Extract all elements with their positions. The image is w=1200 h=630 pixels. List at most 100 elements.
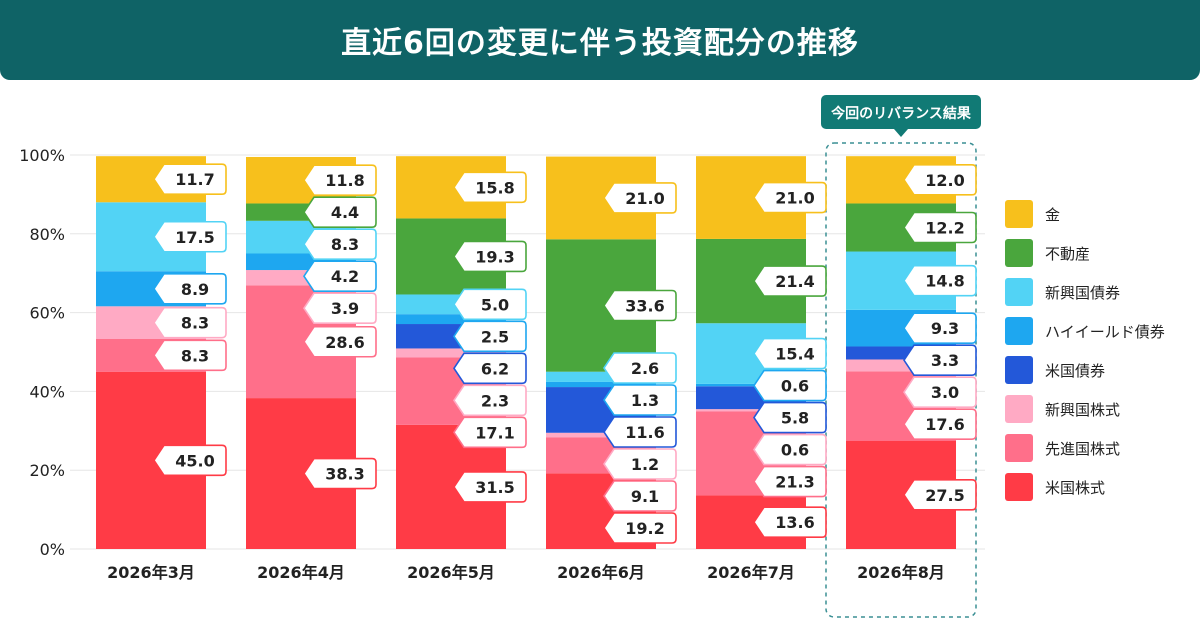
data-label: 3.3 [903, 344, 977, 376]
data-label-text: 19.3 [475, 247, 514, 266]
x-tick-label: 2026年5月 [407, 563, 495, 582]
data-label: 8.3 [153, 339, 227, 372]
data-label-box [903, 344, 977, 376]
data-label-text: 11.8 [325, 171, 364, 190]
data-label-box [153, 339, 227, 372]
legend-item: ハイイールド債券 [1005, 317, 1165, 345]
data-label: 3.0 [903, 376, 977, 408]
data-label: 27.5 [903, 479, 977, 511]
data-label: 17.5 [153, 220, 227, 253]
data-label-text: 5.0 [481, 295, 509, 314]
data-label-box [303, 325, 377, 358]
data-label-box [303, 164, 377, 197]
data-label: 21.3 [753, 465, 827, 498]
legend-label: 米国債券 [1045, 362, 1105, 380]
data-label-text: 11.7 [175, 170, 214, 189]
data-label-box [603, 416, 677, 448]
data-label-text: 3.9 [331, 299, 359, 318]
data-label-text: 8.9 [181, 280, 209, 299]
data-label-box [753, 337, 827, 370]
data-label-text: 8.3 [331, 235, 359, 254]
data-label-box [603, 289, 677, 322]
legend-item: 新興国株式 [1005, 395, 1120, 423]
legend-swatch [1005, 200, 1033, 228]
data-label-box [753, 369, 827, 402]
data-label: 17.6 [903, 408, 977, 440]
data-label: 2.5 [453, 320, 527, 353]
data-label-text: 45.0 [175, 451, 214, 470]
data-label-box [153, 306, 227, 339]
data-label-text: 17.5 [175, 228, 214, 247]
bar-segment [546, 381, 656, 388]
data-label-box [303, 196, 377, 229]
data-label-box [753, 181, 827, 214]
data-label-text: 2.6 [631, 359, 659, 378]
data-label-text: 11.6 [625, 423, 664, 442]
data-label-text: 21.0 [775, 189, 814, 208]
x-tick-label: 2026年8月 [857, 563, 945, 582]
data-label-box [303, 457, 377, 490]
data-label: 3.9 [303, 292, 377, 325]
data-label-box [303, 228, 377, 261]
data-label-box [153, 163, 227, 196]
data-label: 2.6 [603, 352, 677, 384]
data-label-box [453, 288, 527, 321]
data-label-text: 9.3 [931, 319, 959, 338]
data-label: 5.8 [753, 401, 827, 434]
data-label: 15.4 [753, 337, 827, 370]
data-label-text: 3.0 [931, 383, 959, 402]
bar-segment [546, 371, 656, 382]
data-label: 13.6 [753, 506, 827, 539]
data-label-box [903, 164, 977, 196]
data-label: 0.6 [753, 369, 827, 402]
data-label: 1.3 [603, 384, 677, 416]
legend-swatch [1005, 278, 1033, 306]
data-label-box [453, 240, 527, 273]
data-label-text: 21.0 [625, 189, 664, 208]
data-label-text: 12.2 [925, 218, 964, 237]
data-label-text: 2.5 [481, 327, 509, 346]
data-label-box [903, 408, 977, 440]
data-label-box [153, 220, 227, 253]
data-label-box [603, 352, 677, 384]
legend-swatch [1005, 395, 1033, 423]
data-label-box [603, 182, 677, 214]
data-label-text: 17.6 [925, 415, 964, 434]
data-label-text: 14.8 [925, 272, 964, 291]
title-bar: 直近6回の変更に伴う投資配分の推移 [0, 0, 1200, 80]
bar-segment [846, 359, 956, 372]
legend-label: ハイイールド債券 [1045, 323, 1165, 341]
legend-item: 新興国債券 [1005, 278, 1120, 306]
data-label: 21.0 [603, 182, 677, 214]
data-label-text: 33.6 [625, 297, 664, 316]
data-label: 11.7 [153, 163, 227, 196]
data-label-text: 31.5 [475, 478, 514, 497]
data-label-box [903, 312, 977, 344]
data-label: 11.6 [603, 416, 677, 448]
chart-title: 直近6回の変更に伴う投資配分の推移 [341, 26, 859, 61]
data-label: 38.3 [303, 457, 377, 490]
data-label: 12.2 [903, 211, 977, 244]
data-label: 21.0 [753, 181, 827, 214]
data-label-text: 13.6 [775, 513, 814, 532]
data-label-box [753, 433, 827, 466]
data-label-text: 0.6 [781, 377, 809, 396]
data-label-box [453, 471, 527, 503]
data-label-text: 3.3 [931, 351, 959, 370]
data-label: 11.8 [303, 164, 377, 197]
data-label: 4.2 [303, 260, 377, 293]
data-label-box [753, 401, 827, 434]
data-label-text: 15.8 [475, 178, 514, 197]
data-label: 9.1 [603, 480, 677, 512]
data-label-box [153, 444, 227, 477]
data-label-box [453, 171, 527, 204]
bar-segment [396, 314, 506, 325]
x-tick-label: 2026年7月 [707, 563, 795, 582]
data-label: 17.1 [453, 416, 527, 449]
data-label-text: 12.0 [925, 171, 964, 190]
data-label-box [603, 448, 677, 480]
data-label-box [603, 480, 677, 512]
data-label-box [303, 260, 377, 293]
bar-segment [696, 409, 806, 412]
